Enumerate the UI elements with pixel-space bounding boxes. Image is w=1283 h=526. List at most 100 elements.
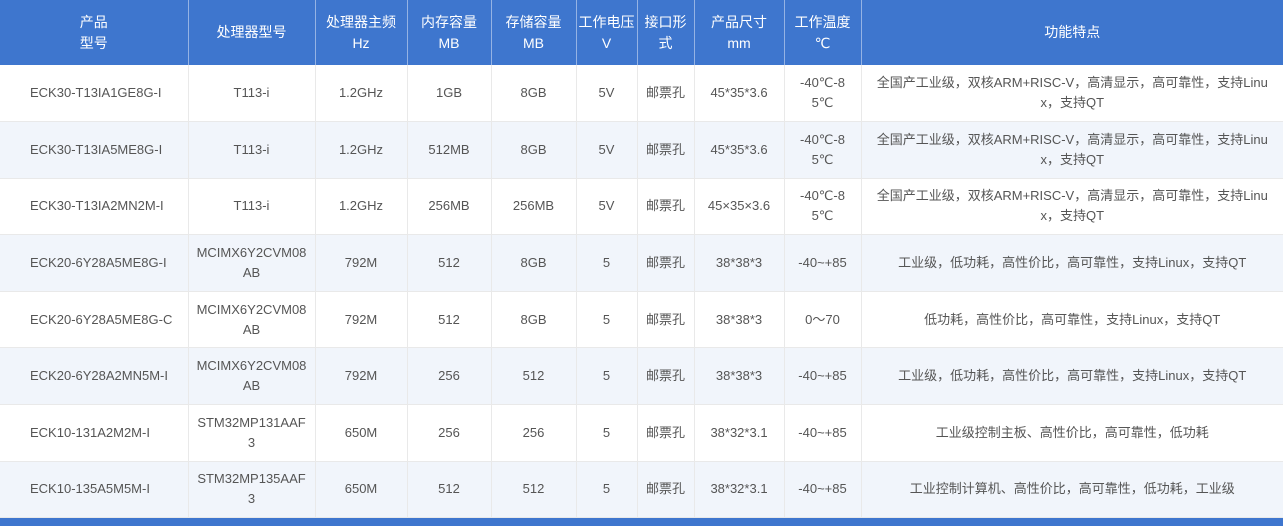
column-header-features: 功能特点 <box>861 0 1283 65</box>
cell-processor: T113-i <box>188 121 316 179</box>
cell-processor: MCIMX6Y2CVM08AB <box>188 234 316 292</box>
cell-interface: 邮票孔 <box>637 291 695 349</box>
column-header-size: 产品尺寸 mm <box>694 0 785 65</box>
cell-interface: 邮票孔 <box>637 404 695 462</box>
cell-features: 低功耗，高性价比，高可靠性，支持Linux，支持QT <box>861 291 1283 349</box>
cell-voltage: 5 <box>576 404 638 462</box>
cell-interface: 邮票孔 <box>637 121 695 179</box>
cell-model: ECK10-135A5M5M-I <box>0 461 189 519</box>
cell-storage: 256MB <box>491 178 577 236</box>
table-row: ECK30-T13IA1GE8G-I T113-i 1.2GHz 1GB 8GB 5V 邮票… <box>0 65 1283 123</box>
cell-interface: 邮票孔 <box>637 461 695 519</box>
cell-features: 全国产工业级，双核ARM+RISC-V，高清显示，高可靠性，支持Linux，支持… <box>861 65 1283 123</box>
cell-memory: 512 <box>407 461 492 519</box>
table-row: ECK20-6Y28A2MN5M-I MCIMX6Y2CVM08AB 792M 256… <box>0 347 1283 406</box>
cell-temperature: -40~+85 <box>784 404 862 462</box>
cell-model: ECK20-6Y28A5ME8G-C <box>0 291 189 349</box>
cell-frequency: 792M <box>315 234 408 292</box>
cell-model: ECK20-6Y28A5ME8G-I <box>0 234 189 292</box>
cell-storage: 8GB <box>491 234 577 292</box>
cell-size: 38*32*3.1 <box>694 461 785 519</box>
cell-features: 工业级控制主板、高性价比，高可靠性，低功耗 <box>861 404 1283 462</box>
cell-storage: 8GB <box>491 121 577 179</box>
cell-frequency: 1.2GHz <box>315 65 408 123</box>
cell-temperature: -40~+85 <box>784 347 862 406</box>
column-header-voltage: 工作电压 V <box>576 0 638 65</box>
cell-storage: 8GB <box>491 65 577 123</box>
cell-size: 45*35*3.6 <box>694 121 785 179</box>
cell-temperature: 0～70 <box>784 291 862 349</box>
cell-voltage: 5 <box>576 234 638 292</box>
cell-features: 工业级，低功耗，高性价比，高可靠性，支持Linux，支持QT <box>861 347 1283 406</box>
cell-frequency: 792M <box>315 347 408 406</box>
table-header-row: 产品 型号 处理器型号 处理器主频 Hz 内存容量 MB 存储容量 MB 工作电压 V 接口… <box>0 0 1283 65</box>
cell-model: ECK30-T13IA1GE8G-I <box>0 65 189 123</box>
cell-model: ECK30-T13IA2MN2M-I <box>0 178 189 236</box>
cell-temperature: -40℃-85℃ <box>784 178 862 236</box>
table-row: ECK10-131A2M2M-I STM32MP131AAF3 650M 256 256… <box>0 404 1283 462</box>
cell-size: 45*35*3.6 <box>694 65 785 123</box>
cell-size: 45×35×3.6 <box>694 178 785 236</box>
cell-frequency: 1.2GHz <box>315 121 408 179</box>
cell-interface: 邮票孔 <box>637 234 695 292</box>
cell-size: 38*32*3.1 <box>694 404 785 462</box>
column-header-storage: 存储容量 MB <box>491 0 577 65</box>
cell-temperature: -40℃-85℃ <box>784 121 862 179</box>
table-body: ECK30-T13IA1GE8G-I T113-i 1.2GHz 1GB 8GB 5V 邮票… <box>0 65 1283 519</box>
cell-storage: 512 <box>491 347 577 406</box>
cell-size: 38*38*3 <box>694 347 785 406</box>
cell-features: 工业级，低功耗，高性价比，高可靠性，支持Linux，支持QT <box>861 234 1283 292</box>
cell-voltage: 5 <box>576 291 638 349</box>
table-row: ECK10-135A5M5M-I STM32MP135AAF3 650M 512 512… <box>0 461 1283 519</box>
cell-size: 38*38*3 <box>694 234 785 292</box>
cell-features: 工业控制计算机、高性价比，高可靠性，低功耗，工业级 <box>861 461 1283 519</box>
cell-memory: 256MB <box>407 178 492 236</box>
cell-processor: MCIMX6Y2CVM08AB <box>188 347 316 406</box>
cell-processor: T113-i <box>188 65 316 123</box>
cell-memory: 256 <box>407 347 492 406</box>
cell-size: 38*38*3 <box>694 291 785 349</box>
column-header-model: 产品 型号 <box>0 0 189 65</box>
cell-model: ECK20-6Y28A2MN5M-I <box>0 347 189 406</box>
cell-features: 全国产工业级，双核ARM+RISC-V，高清显示，高可靠性，支持Linux，支持… <box>861 178 1283 236</box>
column-header-temperature: 工作温度 ℃ <box>784 0 862 65</box>
cell-voltage: 5V <box>576 121 638 179</box>
cell-storage: 8GB <box>491 291 577 349</box>
column-header-memory: 内存容量 MB <box>407 0 492 65</box>
cell-temperature: -40℃-85℃ <box>784 65 862 123</box>
cell-temperature: -40~+85 <box>784 234 862 292</box>
cell-processor: STM32MP131AAF3 <box>188 404 316 462</box>
cell-model: ECK10-131A2M2M-I <box>0 404 189 462</box>
cell-features: 全国产工业级，双核ARM+RISC-V，高清显示，高可靠性，支持Linux，支持… <box>861 121 1283 179</box>
table-row: ECK30-T13IA2MN2M-I T113-i 1.2GHz 256MB 256MB… <box>0 178 1283 236</box>
column-header-frequency: 处理器主频 Hz <box>315 0 408 65</box>
cell-model: ECK30-T13IA5ME8G-I <box>0 121 189 179</box>
cell-voltage: 5V <box>576 65 638 123</box>
cell-memory: 256 <box>407 404 492 462</box>
table-row: ECK20-6Y28A5ME8G-I MCIMX6Y2CVM08AB 792M 512… <box>0 234 1283 292</box>
table-row: ECK20-6Y28A5ME8G-C MCIMX6Y2CVM08AB 792M 512… <box>0 291 1283 349</box>
cell-interface: 邮票孔 <box>637 347 695 406</box>
cell-processor: STM32MP135AAF3 <box>188 461 316 519</box>
cell-frequency: 792M <box>315 291 408 349</box>
cell-memory: 1GB <box>407 65 492 123</box>
cell-interface: 邮票孔 <box>637 178 695 236</box>
cell-processor: MCIMX6Y2CVM08AB <box>188 291 316 349</box>
cell-memory: 512 <box>407 291 492 349</box>
cell-voltage: 5 <box>576 461 638 519</box>
column-header-interface: 接口形 式 <box>637 0 695 65</box>
cell-voltage: 5 <box>576 347 638 406</box>
cell-voltage: 5V <box>576 178 638 236</box>
cell-frequency: 650M <box>315 404 408 462</box>
cell-memory: 512MB <box>407 121 492 179</box>
cell-processor: T113-i <box>188 178 316 236</box>
cell-temperature: -40~+85 <box>784 461 862 519</box>
cell-frequency: 650M <box>315 461 408 519</box>
next-table-header-strip <box>0 518 1283 526</box>
cell-storage: 512 <box>491 461 577 519</box>
cell-frequency: 1.2GHz <box>315 178 408 236</box>
cell-memory: 512 <box>407 234 492 292</box>
table-row: ECK30-T13IA5ME8G-I T113-i 1.2GHz 512MB 8GB 5V… <box>0 121 1283 179</box>
